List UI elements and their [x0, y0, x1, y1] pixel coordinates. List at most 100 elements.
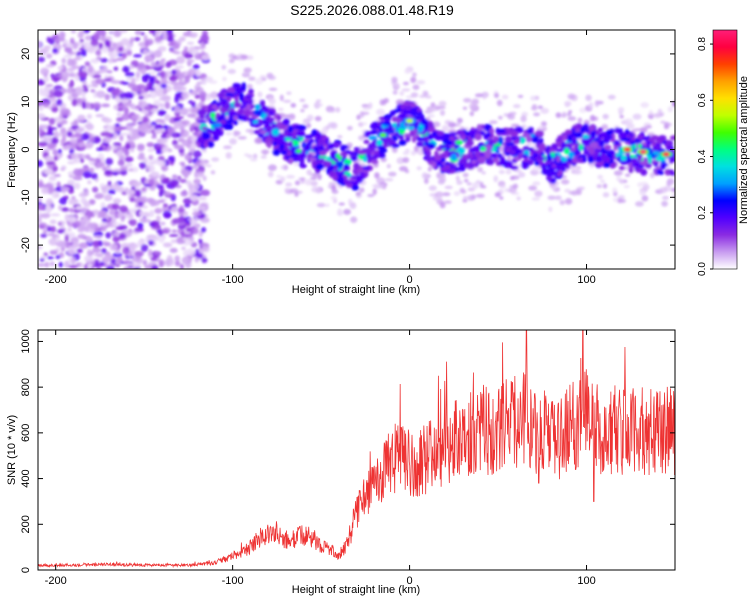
heatmap-cell	[362, 106, 371, 110]
heatmap-cell	[176, 56, 186, 64]
colorbar-gradient	[712, 29, 738, 270]
heatmap-cell	[374, 150, 379, 155]
heatmap-cell	[189, 90, 198, 96]
spectrogram-y-label: Frequency (Hz)	[6, 112, 18, 188]
heatmap-cell	[135, 189, 142, 198]
heatmap-cell	[547, 171, 554, 178]
heatmap-cell	[134, 250, 145, 257]
heatmap-cell	[370, 129, 379, 135]
heatmap-cell	[427, 114, 435, 118]
heatmap-cell	[240, 54, 246, 59]
heatmap-cell	[126, 42, 132, 50]
heatmap-cell	[661, 200, 668, 207]
heatmap-cell	[486, 131, 491, 138]
heatmap-cell	[248, 117, 257, 122]
heatmap-cell	[87, 264, 92, 269]
heatmap-cell	[201, 245, 210, 253]
heatmap-cell	[336, 161, 344, 169]
heatmap-cell	[61, 71, 70, 79]
heatmap-cell	[358, 187, 365, 193]
heatmap-cell	[101, 45, 109, 54]
heatmap-cell	[486, 160, 494, 166]
heatmap-cell	[162, 177, 172, 183]
heatmap-cell	[466, 194, 475, 201]
heatmap-cell	[169, 179, 179, 188]
colorbar-label: Normalized spectral amplitude	[738, 76, 750, 224]
heatmap-cell	[168, 75, 175, 81]
heatmap-cell	[176, 207, 185, 213]
heatmap-cell	[462, 199, 468, 203]
heatmap-cell	[143, 76, 149, 83]
heatmap-cell	[150, 220, 160, 226]
heatmap-cell	[280, 176, 286, 183]
heatmap-cell	[126, 262, 135, 267]
heatmap-cell	[243, 67, 252, 73]
heatmap-cell	[379, 150, 385, 156]
heatmap-cell	[651, 160, 660, 165]
heatmap-cell	[162, 242, 173, 248]
heatmap-cell	[315, 163, 325, 171]
heatmap-cell	[93, 235, 103, 239]
heatmap-cell	[653, 151, 658, 155]
heatmap-cell	[414, 115, 422, 120]
heatmap-cell	[70, 143, 76, 150]
heatmap-cell	[233, 101, 241, 108]
heatmap-cell	[161, 95, 171, 102]
heatmap-cell	[475, 180, 481, 184]
heatmap-cell	[639, 126, 648, 133]
heatmap-cell	[290, 103, 297, 108]
heatmap-cell	[519, 137, 526, 144]
heatmap-cell	[603, 136, 610, 144]
heatmap-cell	[474, 93, 484, 98]
heatmap-cell	[355, 191, 361, 196]
heatmap-cell	[234, 95, 239, 104]
heatmap-cell	[575, 188, 582, 196]
heatmap-cell	[66, 87, 76, 94]
heatmap-cell	[440, 152, 449, 159]
heatmap-cell	[112, 221, 119, 226]
heatmap-cell	[40, 213, 51, 219]
heatmap-cell	[626, 156, 631, 164]
heatmap-cell	[104, 93, 110, 101]
heatmap-cell	[332, 173, 338, 181]
heatmap-cell	[632, 113, 642, 120]
heatmap-cell	[46, 136, 53, 142]
heatmap-cell	[68, 244, 79, 249]
heatmap-cell	[116, 41, 123, 49]
heatmap-cell	[669, 170, 675, 176]
heatmap-cell	[46, 198, 54, 206]
heatmap-cell	[62, 134, 67, 142]
heatmap-cell	[131, 77, 136, 85]
heatmap-cell	[315, 132, 323, 140]
heatmap-cell	[67, 248, 76, 255]
heatmap-cell	[645, 125, 652, 129]
heatmap-cell	[60, 246, 66, 252]
heatmap-cell	[67, 232, 76, 239]
heatmap-cell	[383, 114, 393, 119]
heatmap-cell	[534, 190, 543, 197]
heatmap-cell	[52, 148, 58, 156]
heatmap-cell	[601, 124, 609, 130]
heatmap-cell	[38, 160, 44, 168]
heatmap-cell	[294, 192, 299, 197]
heatmap-cell	[353, 162, 360, 171]
heatmap-cell	[113, 66, 119, 71]
heatmap-cell	[124, 156, 134, 163]
heatmap-cell	[402, 101, 410, 106]
heatmap-cell	[470, 100, 480, 105]
heatmap-cell	[161, 165, 169, 172]
spectrogram-y-tick-label: -10	[20, 189, 32, 205]
heatmap-cell	[410, 92, 419, 98]
heatmap-cell	[102, 166, 108, 172]
heatmap-cell	[56, 229, 65, 234]
heatmap-cell	[87, 248, 92, 257]
heatmap-cell	[463, 178, 469, 183]
heatmap-cell	[537, 142, 546, 151]
heatmap-cell	[416, 80, 426, 85]
heatmap-cell	[121, 52, 127, 59]
heatmap-cell	[185, 248, 196, 256]
heatmap-cell	[197, 108, 207, 117]
heatmap-cell	[171, 69, 177, 75]
heatmap-cell	[57, 148, 62, 154]
heatmap-cell	[290, 188, 299, 194]
